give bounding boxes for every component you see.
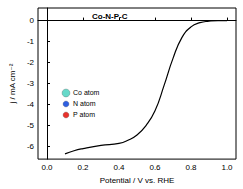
svg-text:0.2: 0.2 xyxy=(77,163,89,172)
svg-text:N atom: N atom xyxy=(73,100,96,107)
svg-text:-6: -6 xyxy=(27,142,35,151)
svg-text:-1: -1 xyxy=(27,37,35,46)
svg-text:0.8: 0.8 xyxy=(185,163,197,172)
svg-text:-2: -2 xyxy=(27,58,35,67)
svg-text:Potential / V vs. RHE: Potential / V vs. RHE xyxy=(100,176,175,185)
svg-text:0.6: 0.6 xyxy=(149,163,161,172)
svg-text:Co atom: Co atom xyxy=(73,89,100,96)
svg-text:j / mA cm⁻²: j / mA cm⁻² xyxy=(8,63,17,104)
svg-text:Co-N-P-C: Co-N-P-C xyxy=(92,12,128,21)
svg-text:-4: -4 xyxy=(27,100,35,109)
svg-text:0.0: 0.0 xyxy=(41,163,53,172)
svg-text:0: 0 xyxy=(30,16,35,25)
svg-text:-5: -5 xyxy=(27,121,35,130)
svg-text:0.4: 0.4 xyxy=(113,163,125,172)
svg-text:P atom: P atom xyxy=(73,111,95,118)
svg-text:1.0: 1.0 xyxy=(221,163,233,172)
svg-text:-3: -3 xyxy=(27,79,35,88)
